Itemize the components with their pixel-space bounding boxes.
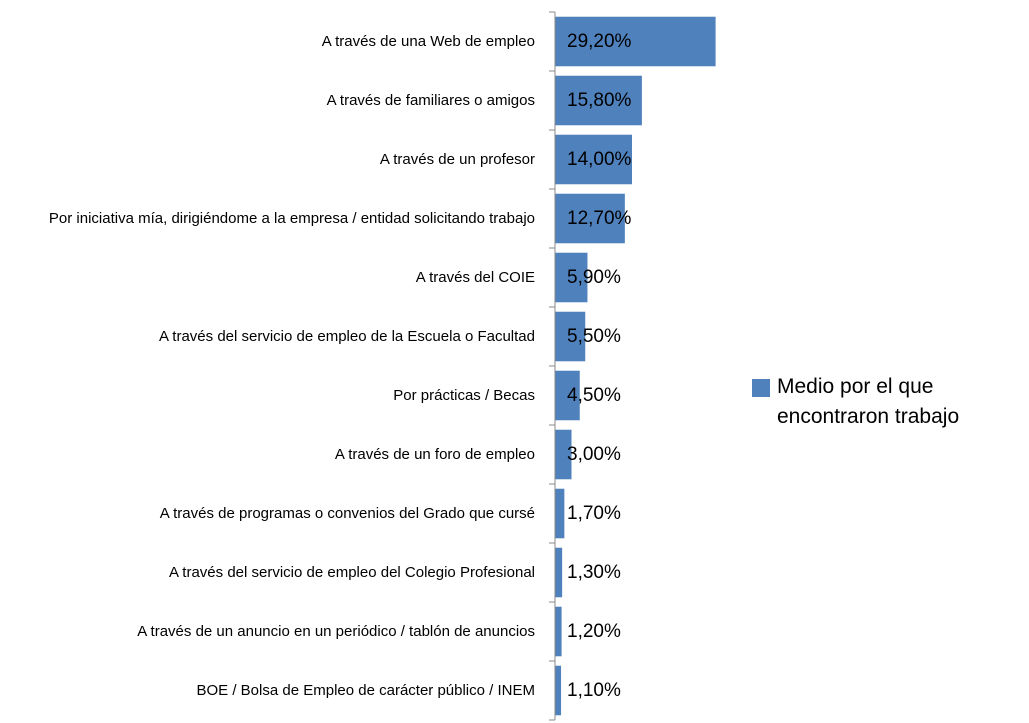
value-label: 4,50% — [567, 384, 621, 406]
category-text: A través del servicio de empleo del Cole… — [168, 563, 535, 581]
bar — [555, 606, 562, 657]
bar — [555, 16, 716, 67]
value-label: 29,20% — [567, 30, 632, 52]
category-text: Por prácticas / Becas — [393, 386, 535, 404]
legend: Medio por el que encontraron trabajo — [752, 372, 1029, 432]
category-label: A través de un anuncio en un periódico /… — [137, 602, 535, 661]
value-label: 1,20% — [567, 620, 621, 642]
bar — [555, 311, 586, 362]
value-label: 3,00% — [567, 443, 621, 465]
category-label: A través de familiares o amigos — [327, 71, 535, 130]
category-text: A través de una Web de empleo — [321, 32, 535, 50]
category-label: Por prácticas / Becas — [393, 366, 535, 425]
value-label: 5,90% — [567, 266, 621, 288]
category-text: A través de familiares o amigos — [326, 91, 535, 109]
category-label: A través de un profesor — [380, 130, 535, 189]
bar — [555, 370, 580, 421]
value-label: 1,10% — [567, 679, 621, 701]
value-label: 1,70% — [567, 502, 621, 524]
bar — [555, 488, 565, 539]
bar — [555, 134, 632, 185]
category-text: BOE / Bolsa de Empleo de carácter públic… — [196, 681, 536, 699]
bar — [555, 665, 562, 716]
category-label: Por iniciativa mía, dirigiéndome a la em… — [49, 189, 535, 248]
category-label: A través de programas o convenios del Gr… — [160, 484, 535, 543]
category-label: A través de un foro de empleo — [335, 425, 535, 484]
category-text: A través de un anuncio en un periódico /… — [137, 622, 535, 640]
value-label: 15,80% — [567, 89, 632, 111]
category-label: A través del servicio de empleo del Cole… — [169, 543, 535, 602]
value-label: 12,70% — [567, 207, 632, 229]
category-text: Por iniciativa mía, dirigiéndome a la em… — [48, 209, 535, 227]
category-label: BOE / Bolsa de Empleo de carácter públic… — [197, 661, 536, 720]
bar — [555, 75, 642, 126]
legend-label: Medio por el que encontraron trabajo — [777, 375, 960, 428]
category-text: A través de un profesor — [379, 150, 535, 168]
category-text: A través del COIE — [415, 268, 535, 286]
value-label: 5,50% — [567, 325, 621, 347]
bar — [555, 252, 588, 303]
legend-swatch — [752, 379, 770, 397]
category-label: A través del servicio de empleo de la Es… — [159, 307, 535, 366]
category-text: A través de programas o convenios del Gr… — [159, 504, 535, 522]
category-label: A través de una Web de empleo — [322, 12, 535, 71]
category-text: A través de un foro de empleo — [334, 445, 535, 463]
bar — [555, 547, 563, 598]
value-label: 14,00% — [567, 148, 632, 170]
value-label: 1,30% — [567, 561, 621, 583]
category-label: A través del COIE — [416, 248, 535, 307]
category-text: A través del servicio de empleo de la Es… — [158, 327, 535, 345]
bar — [555, 193, 625, 244]
bar — [555, 429, 572, 480]
